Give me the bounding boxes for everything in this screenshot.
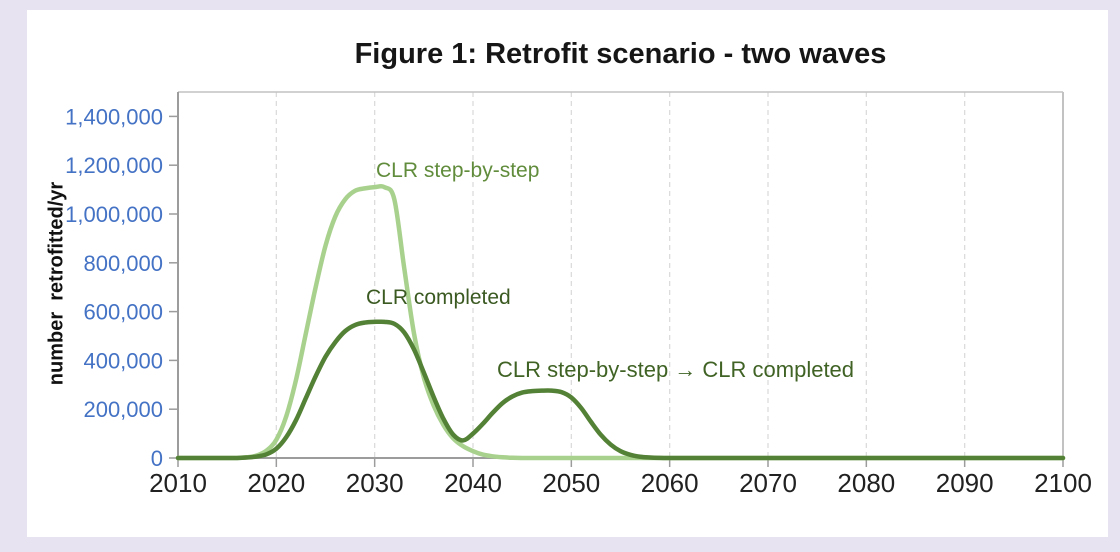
x-tick-label: 2030 xyxy=(346,468,404,498)
annotation-label: CLR step-by-step xyxy=(376,159,539,182)
y-tick-label: 1,400,000 xyxy=(65,104,163,129)
y-tick-label: 1,200,000 xyxy=(65,153,163,178)
y-tick-label: 0 xyxy=(151,446,163,471)
x-tick-label: 2090 xyxy=(936,468,994,498)
y-tick-label: 600,000 xyxy=(83,300,163,325)
x-tick-label: 2040 xyxy=(444,468,502,498)
x-tick-label: 2080 xyxy=(837,468,895,498)
x-tick-label: 2050 xyxy=(542,468,600,498)
x-tick-label: 2070 xyxy=(739,468,797,498)
chart-card xyxy=(27,10,1108,537)
annotation-label: CLR step-by-step → CLR completed xyxy=(497,357,854,382)
y-tick-label: 200,000 xyxy=(83,397,163,422)
y-tick-label: 400,000 xyxy=(83,348,163,373)
series-line xyxy=(175,183,1066,461)
chart-title: Figure 1: Retrofit scenario - two waves xyxy=(354,38,887,70)
x-tick-label: 2100 xyxy=(1034,468,1092,498)
x-tick-label: 2060 xyxy=(641,468,699,498)
x-tick-label: 2010 xyxy=(149,468,207,498)
series-line xyxy=(175,319,1066,461)
y-tick-label: 1,000,000 xyxy=(65,202,163,227)
annotation-label: CLR completed xyxy=(366,286,511,309)
x-tick-label: 2020 xyxy=(247,468,305,498)
y-tick-label: 800,000 xyxy=(83,251,163,276)
